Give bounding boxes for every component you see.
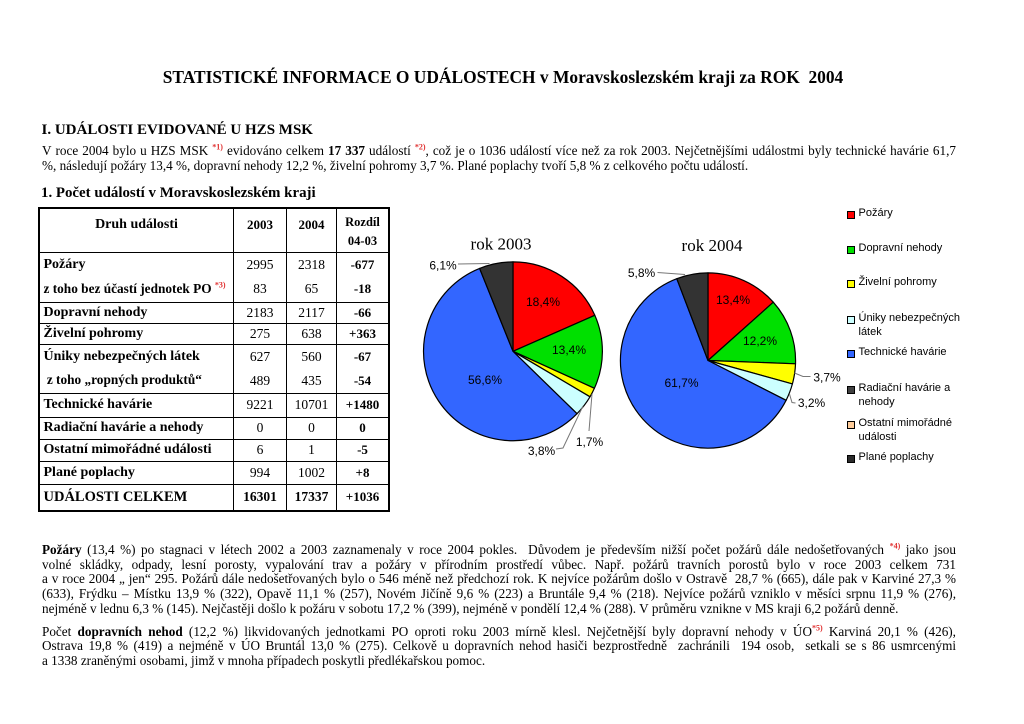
svg-text:6,1%: 6,1% [429, 259, 457, 273]
svg-text:3,2%: 3,2% [798, 396, 826, 410]
svg-text:18,4%: 18,4% [526, 295, 560, 309]
svg-text:rok 2003: rok 2003 [471, 235, 532, 254]
svg-text:61,7%: 61,7% [664, 376, 698, 390]
svg-text:5,8%: 5,8% [628, 266, 656, 280]
svg-text:56,6%: 56,6% [468, 373, 502, 387]
svg-text:3,8%: 3,8% [528, 444, 556, 458]
svg-text:13,4%: 13,4% [552, 343, 586, 357]
svg-text:rok 2004: rok 2004 [682, 236, 743, 255]
svg-text:12,2%: 12,2% [743, 334, 777, 348]
svg-text:3,7%: 3,7% [813, 371, 841, 385]
svg-text:1,7%: 1,7% [576, 435, 604, 449]
svg-text:13,4%: 13,4% [716, 293, 750, 307]
